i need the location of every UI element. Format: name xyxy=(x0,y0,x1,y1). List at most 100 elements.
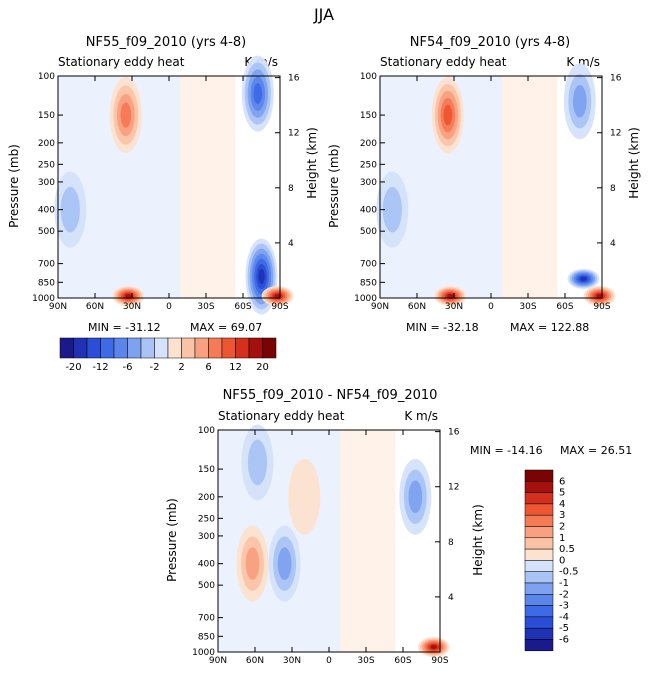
field-band xyxy=(502,76,558,298)
colorbar-swatch xyxy=(524,571,554,584)
colorbar-swatch xyxy=(208,337,223,359)
colorbar-swatch xyxy=(73,337,88,359)
panel-2-max-label: MAX = 122.88 xyxy=(510,321,589,334)
panel-3-title: NF55_f09_2010 - NF54_f09_2010 xyxy=(223,388,438,403)
panel-1-min-label: MIN = -31.12 xyxy=(88,321,161,334)
y-tick-label: 150 xyxy=(38,111,55,121)
colorbar-swatch xyxy=(524,605,554,618)
colorbar-label: 5 xyxy=(559,488,565,499)
colorbar-horizontal: -20 -12 -6 -2 2 6 12 20 xyxy=(59,337,277,373)
x-tick-label: 90N xyxy=(371,302,389,312)
y-tick-label: 150 xyxy=(198,465,215,475)
colorbar-swatch xyxy=(524,627,554,640)
y-tick-label: 500 xyxy=(38,227,55,237)
colorbar-swatch xyxy=(524,639,554,652)
colorbar-swatch xyxy=(181,337,196,359)
y-tick-label: 500 xyxy=(360,227,377,237)
x-tick-label: 30N xyxy=(283,656,301,666)
height-tick-label: 12 xyxy=(610,129,621,139)
colorbar-swatch xyxy=(262,337,277,359)
colorbar-label: -12 xyxy=(92,362,108,373)
height-tick-label: 8 xyxy=(448,538,454,548)
height-tick-label: 12 xyxy=(288,129,299,139)
colorbar-swatch xyxy=(235,337,250,359)
panel-3-ylabel-right: Height (km) xyxy=(471,504,485,575)
x-tick-label: 30N xyxy=(123,302,141,312)
y-tick-label: 700 xyxy=(360,260,377,270)
panel-3-ylabel-left: Pressure (mb) xyxy=(165,498,179,582)
panel-2: NF54_f09_2010 (yrs 4-8) Stationary eddy … xyxy=(327,35,641,334)
colorbar-swatch xyxy=(113,337,128,359)
colorbar-label: 2 xyxy=(178,362,184,373)
y-tick-label: 150 xyxy=(360,111,377,121)
panel-2-ylabel-left: Pressure (mb) xyxy=(327,144,341,228)
height-tick-label: 4 xyxy=(610,239,616,249)
y-tick-label: 250 xyxy=(360,160,377,170)
y-tick-label: 700 xyxy=(198,614,215,624)
y-tick-label: 400 xyxy=(38,206,55,216)
colorbar-label: 0.5 xyxy=(559,544,575,555)
panel-1-plot: 90N 60N 30N 0 30S 60S 90S 100 150 200 250 300 400 500… xyxy=(32,55,300,315)
height-tick-label: 4 xyxy=(448,593,454,603)
colorbar-label: -2 xyxy=(559,589,569,600)
x-tick-label: 90S xyxy=(431,656,448,666)
panel-2-min-label: MIN = -32.18 xyxy=(406,321,479,334)
colorbar-label: 1 xyxy=(559,533,565,544)
colorbar-label: -20 xyxy=(65,362,81,373)
colorbar-swatch xyxy=(167,337,182,359)
contour-blob xyxy=(408,480,423,514)
x-tick-label: 60N xyxy=(246,656,264,666)
panel-1-ylabel-left: Pressure (mb) xyxy=(7,144,21,228)
y-tick-label: 100 xyxy=(360,72,377,82)
x-tick-label: 90N xyxy=(209,656,227,666)
colorbar-swatch xyxy=(86,337,101,359)
colorbar-label: 2 xyxy=(559,522,565,533)
y-tick-label: 200 xyxy=(38,139,55,149)
contour-blob xyxy=(430,645,438,650)
colorbar-label: 4 xyxy=(559,499,565,510)
y-tick-label: 300 xyxy=(38,178,55,188)
y-tick-label: 850 xyxy=(198,632,215,642)
colorbar-label: -6 xyxy=(559,635,569,646)
y-tick-label: 400 xyxy=(360,206,377,216)
height-tick-label: 16 xyxy=(448,428,460,438)
colorbar-label: -3 xyxy=(559,601,569,612)
contour-blob xyxy=(245,547,260,580)
colorbar-label: -2 xyxy=(150,362,160,373)
panel-3-plot: 90N 60N 30N 0 30S 60S 90S 100 150 200 250 300 400 500… xyxy=(192,424,460,666)
y-tick-label: 1000 xyxy=(354,294,377,304)
colorbar-label: 12 xyxy=(229,362,242,373)
colorbar-swatch xyxy=(221,337,236,359)
figure-title: JJA xyxy=(313,5,334,24)
height-tick-label: 8 xyxy=(610,184,616,194)
height-tick-label: 12 xyxy=(448,483,459,493)
y-tick-label: 200 xyxy=(360,139,377,149)
panel-2-ylabel-right: Height (km) xyxy=(627,127,641,198)
colorbar-swatch xyxy=(524,548,554,561)
panel-3-subtitle: Stationary eddy heat xyxy=(218,409,345,423)
colorbar-label: 6 xyxy=(205,362,211,373)
colorbar-label: -0.5 xyxy=(559,567,579,578)
x-tick-label: 90S xyxy=(271,302,288,312)
x-tick-label: 30S xyxy=(197,302,214,312)
panel-3-max-label: MAX = 26.51 xyxy=(560,444,632,457)
colorbar-swatch xyxy=(524,594,554,606)
y-tick-label: 850 xyxy=(360,278,377,288)
colorbar-swatch xyxy=(140,337,155,359)
colorbar-swatch xyxy=(524,481,554,493)
panel-3: NF55_f09_2010 - NF54_f09_2010 Stationary… xyxy=(165,388,632,666)
contour-blob xyxy=(120,102,132,128)
contour-blob xyxy=(447,294,454,298)
panel-1-max-label: MAX = 69.07 xyxy=(190,321,262,334)
panel-3-units: K m/s xyxy=(404,409,438,423)
panel-1-subtitle: Stationary eddy heat xyxy=(58,55,185,69)
x-tick-label: 60S xyxy=(556,302,573,312)
contour-blob xyxy=(382,186,402,233)
x-tick-label: 90N xyxy=(49,302,67,312)
colorbar-label: 20 xyxy=(256,362,269,373)
colorbar-label: -6 xyxy=(123,362,133,373)
colorbar-label: -5 xyxy=(559,623,569,634)
contour-blob xyxy=(247,439,268,486)
